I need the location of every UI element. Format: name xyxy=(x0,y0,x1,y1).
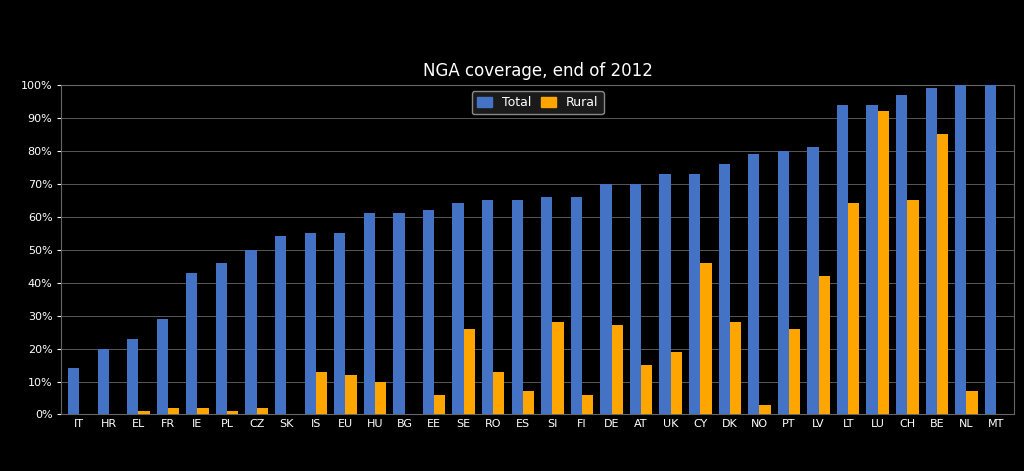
Bar xyxy=(168,408,179,414)
Bar xyxy=(866,105,878,414)
Bar xyxy=(926,88,937,414)
Bar xyxy=(304,233,315,414)
Bar xyxy=(641,365,652,414)
Bar xyxy=(482,200,494,414)
Bar xyxy=(345,375,356,414)
Bar xyxy=(630,184,641,414)
Bar xyxy=(198,408,209,414)
Bar xyxy=(818,276,829,414)
Bar xyxy=(364,213,375,414)
Bar xyxy=(671,352,682,414)
Bar xyxy=(523,391,535,414)
Bar xyxy=(967,391,978,414)
Bar xyxy=(600,184,611,414)
Bar xyxy=(246,250,257,414)
Bar xyxy=(334,233,345,414)
Bar xyxy=(464,329,475,414)
Bar xyxy=(700,263,712,414)
Bar xyxy=(216,263,227,414)
Bar xyxy=(778,151,788,414)
Bar xyxy=(760,405,771,414)
Bar xyxy=(611,325,623,414)
Bar xyxy=(937,134,948,414)
Title: NGA coverage, end of 2012: NGA coverage, end of 2012 xyxy=(423,63,652,81)
Bar xyxy=(749,154,760,414)
Bar xyxy=(730,322,741,414)
Bar xyxy=(570,197,582,414)
Bar xyxy=(689,174,700,414)
Bar xyxy=(837,105,848,414)
Bar xyxy=(788,329,800,414)
Bar xyxy=(315,372,327,414)
Bar xyxy=(97,349,109,414)
Bar xyxy=(512,200,523,414)
Bar xyxy=(659,174,671,414)
Bar xyxy=(275,236,287,414)
Bar xyxy=(985,85,996,414)
Bar xyxy=(157,319,168,414)
Legend: Total, Rural: Total, Rural xyxy=(472,91,603,114)
Bar xyxy=(453,203,464,414)
Bar xyxy=(955,85,967,414)
Bar xyxy=(393,213,404,414)
Bar xyxy=(375,382,386,414)
Bar xyxy=(541,197,552,414)
Bar xyxy=(186,273,198,414)
Bar xyxy=(807,147,818,414)
Bar xyxy=(138,411,150,414)
Bar xyxy=(227,411,239,414)
Bar xyxy=(896,95,907,414)
Bar xyxy=(719,164,730,414)
Bar xyxy=(68,368,79,414)
Bar xyxy=(907,200,919,414)
Bar xyxy=(582,395,593,414)
Bar xyxy=(423,210,434,414)
Bar xyxy=(434,395,445,414)
Bar xyxy=(257,408,268,414)
Bar xyxy=(848,203,859,414)
Bar xyxy=(494,372,505,414)
Bar xyxy=(878,111,889,414)
Bar xyxy=(552,322,563,414)
Bar xyxy=(127,339,138,414)
